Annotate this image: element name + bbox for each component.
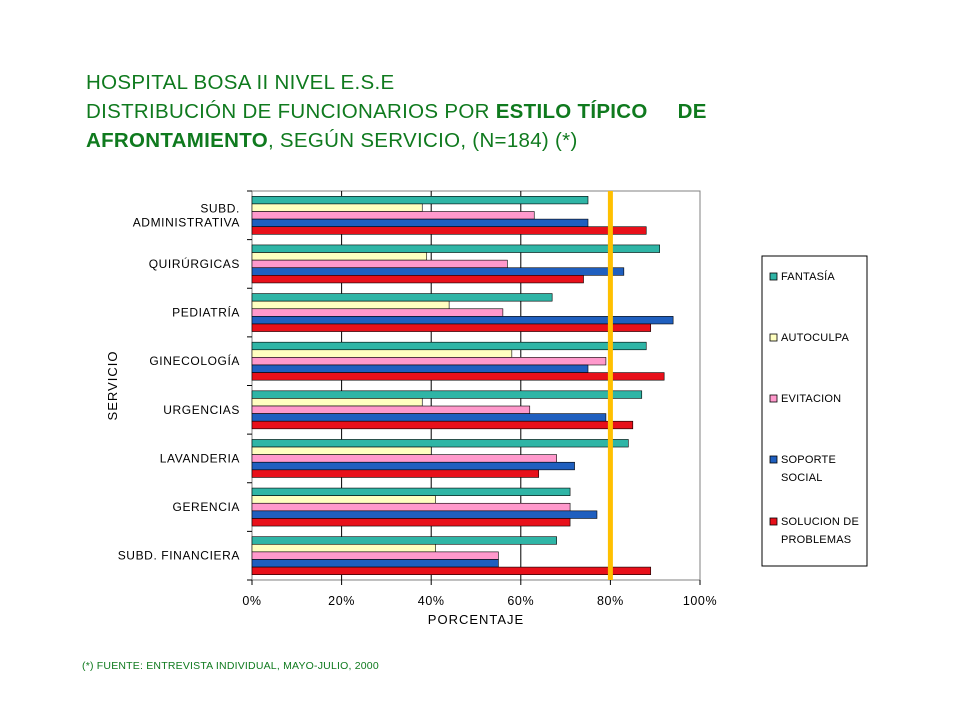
- legend-label: AUTOCULPA: [781, 332, 849, 344]
- legend-label: FANTASÍA: [781, 270, 835, 283]
- bar: [251, 252, 428, 261]
- category-label-line: QUIRÚRGICAS: [149, 256, 240, 271]
- legend-label-line: AUTOCULPA: [781, 332, 849, 344]
- bar: [251, 454, 557, 463]
- category-label-line: SUBD.: [200, 201, 240, 215]
- bar: [251, 275, 584, 284]
- x-tick-label: 60%: [507, 594, 534, 608]
- legend-swatch: [769, 272, 778, 281]
- bar: [251, 267, 625, 276]
- legend-label: EVITACION: [781, 393, 841, 405]
- bar: [251, 390, 643, 399]
- legend-label-line: FANTASÍA: [781, 270, 835, 283]
- bar: [251, 244, 660, 253]
- bar: [251, 510, 598, 519]
- bar: [251, 405, 531, 414]
- bar: [251, 196, 589, 205]
- legend-label-line: SOLUCION DE: [781, 516, 859, 528]
- bar: [251, 300, 450, 310]
- bar: [251, 439, 629, 448]
- category-label-line: GINECOLOGÍA: [149, 353, 240, 368]
- legend-swatch: [769, 333, 778, 342]
- bar: [251, 323, 652, 332]
- legend-swatch: [769, 517, 778, 526]
- legend-label-line: EVITACION: [781, 393, 841, 405]
- title-line-3-bold: AFRONTAMIENTO: [86, 129, 268, 152]
- bar: [251, 203, 423, 212]
- x-tick-label: 100%: [683, 594, 717, 608]
- category-label: GERENCIA: [173, 500, 240, 514]
- bar: [251, 518, 571, 527]
- x-tick-label: 80%: [597, 594, 624, 608]
- y-axis-title: SERVICIO: [105, 351, 120, 421]
- title-line-2-bold: ESTILO TÍPICO DE: [495, 100, 707, 123]
- bar: [251, 461, 575, 471]
- bar: [251, 218, 589, 228]
- bar: [251, 398, 423, 407]
- title-line-1: HOSPITAL BOSA II NIVEL E.S.E: [86, 71, 395, 94]
- x-axis-title: PORCENTAJE: [428, 612, 524, 627]
- bar: [251, 211, 535, 220]
- bar: [251, 226, 647, 235]
- bar: [251, 372, 665, 381]
- category-label-line: ADMINISTRATIVA: [133, 215, 240, 229]
- bar: [251, 308, 504, 317]
- category-label-line: GERENCIA: [173, 500, 240, 514]
- bar: [251, 259, 508, 269]
- bar: [251, 349, 513, 358]
- x-tick-label: 40%: [418, 594, 445, 608]
- bar: [251, 413, 607, 422]
- title-line-2: DISTRIBUCIÓN DE FUNCIONARIOS POR ESTILO …: [86, 97, 906, 126]
- title-line-2-text: DISTRIBUCIÓN DE FUNCIONARIOS POR: [86, 100, 496, 123]
- category-label: SUBD. ADMINISTRATIVA: [133, 201, 240, 229]
- plot-area: 0% 20% 40% 60% 80% 100% SUBD. ADMINISTRATIVA QUI…: [105, 190, 717, 627]
- x-tick-label: 20%: [328, 594, 355, 608]
- legend-label-line: PROBLEMAS: [781, 534, 851, 546]
- bar: [251, 446, 432, 455]
- category-label: PEDIATRÍA: [172, 305, 240, 320]
- title-line-3-text: , SEGÚN SERVICIO, (N=184) (*): [267, 129, 578, 152]
- legend-label: SOPORTE SOCIAL: [781, 454, 836, 484]
- bar: [251, 536, 557, 545]
- bar: [251, 495, 436, 504]
- bar: [251, 420, 634, 430]
- title-line-3: AFRONTAMIENTO, SEGÚN SERVICIO, (N=184) (…: [86, 126, 906, 155]
- category-label: QUIRÚRGICAS: [149, 256, 240, 271]
- bar: [251, 469, 540, 478]
- chart-title: HOSPITAL BOSA II NIVEL E.S.E DISTRIBUCIÓ…: [86, 68, 906, 155]
- bar: [251, 543, 436, 553]
- bar: [251, 559, 499, 568]
- bar: [251, 487, 571, 496]
- bar: [251, 551, 499, 560]
- legend-label: SOLUCION DE PROBLEMAS: [781, 516, 859, 546]
- legend-label-line: SOPORTE: [781, 454, 836, 466]
- category-label-line: LAVANDERIA: [160, 451, 240, 465]
- legend-swatch: [769, 394, 778, 403]
- category-label: LAVANDERIA: [160, 451, 240, 465]
- bar: [251, 357, 607, 366]
- category-label: GINECOLOGÍA: [149, 353, 240, 368]
- category-label-line: PEDIATRÍA: [172, 305, 240, 320]
- bar: [251, 341, 647, 351]
- bar: [251, 566, 652, 575]
- category-label-line: SUBD. FINANCIERA: [118, 549, 240, 563]
- category-label: SUBD. FINANCIERA: [118, 549, 240, 563]
- x-tick-label: 0%: [242, 594, 261, 608]
- source-footnote: (*) FUENTE: ENTREVISTA INDIVIDUAL, MAYO-…: [82, 660, 379, 672]
- bar: [251, 364, 589, 373]
- legend-label-line: SOCIAL: [781, 472, 823, 484]
- legend-swatch: [769, 455, 778, 464]
- category-label-line: URGENCIAS: [163, 403, 240, 417]
- category-label: URGENCIAS: [163, 403, 240, 417]
- legend-box: [761, 255, 868, 567]
- bar: [251, 502, 571, 512]
- bar: [251, 293, 553, 302]
